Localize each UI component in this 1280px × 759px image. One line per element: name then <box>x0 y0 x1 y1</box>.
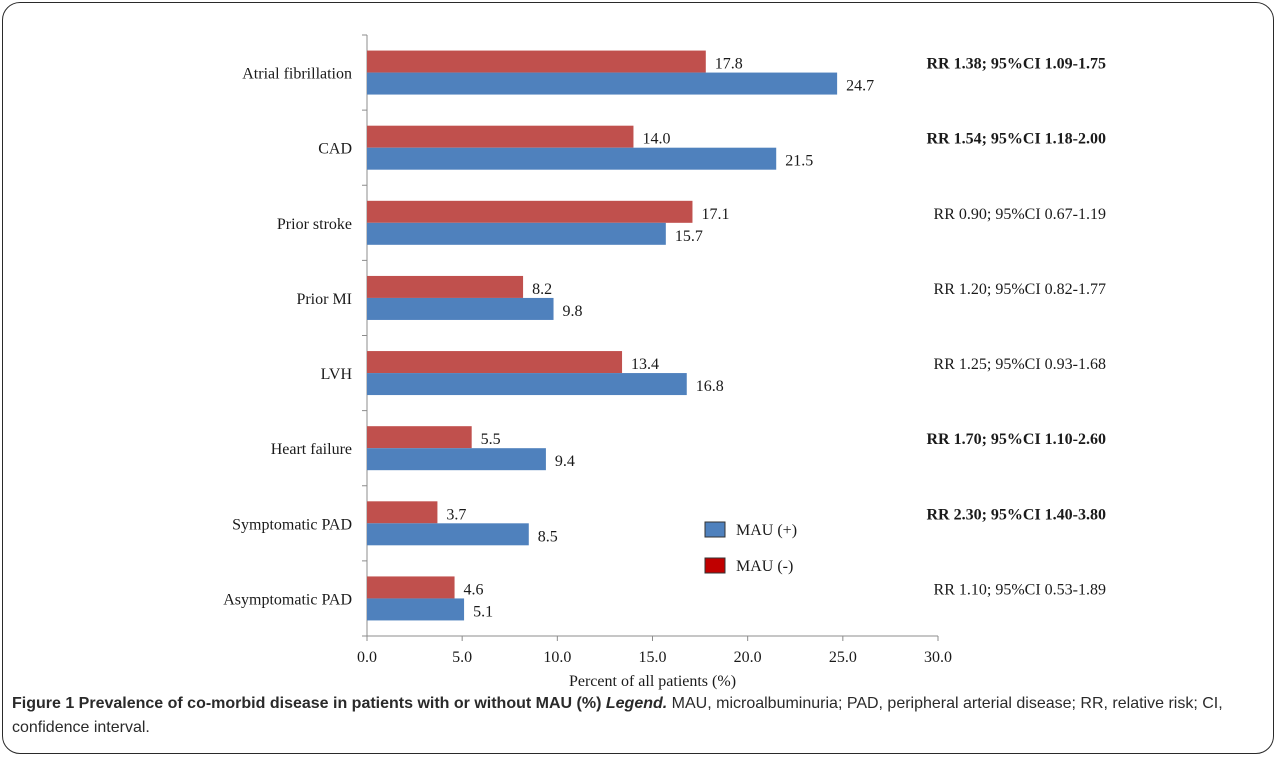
value-label-mau-negative: 13.4 <box>631 356 659 373</box>
x-tick-label: 25.0 <box>829 649 857 666</box>
bar-mau-positive <box>367 222 666 245</box>
bar-mau-positive <box>367 297 554 320</box>
value-label-mau-negative: 5.5 <box>481 431 501 448</box>
value-label-mau-negative: 8.2 <box>532 281 552 298</box>
category-label: Prior stroke <box>277 216 352 233</box>
chart-labels: Atrial fibrillation 17.8 24.7 RR 1.38; 95%C… <box>223 56 1106 621</box>
x-tick-label: 5.0 <box>452 649 472 666</box>
rr-annotation: RR 2.30; 95%CI 1.40-3.80 <box>926 506 1106 523</box>
value-label-mau-positive: 9.4 <box>555 453 575 470</box>
rr-annotation: RR 1.38; 95%CI 1.09-1.75 <box>926 56 1106 73</box>
value-label-mau-positive: 16.8 <box>696 378 724 395</box>
legend-label: MAU (+) <box>736 522 797 539</box>
caption-title: Figure 1 Prevalence of co-morbid disease… <box>12 695 602 712</box>
legend-swatch <box>704 557 726 574</box>
value-label-mau-negative: 17.1 <box>701 206 729 223</box>
x-tick-label: 15.0 <box>639 649 667 666</box>
bar-mau-positive <box>367 448 546 471</box>
bar-mau-positive <box>367 598 465 621</box>
bar-mau-positive <box>367 373 687 396</box>
category-label: Prior MI <box>296 291 352 308</box>
rr-annotation: RR 1.54; 95%CI 1.18-2.00 <box>926 131 1106 148</box>
value-label-mau-positive: 8.5 <box>538 528 558 545</box>
bar-mau-negative <box>367 576 455 599</box>
value-label-mau-positive: 9.8 <box>563 303 583 320</box>
value-label-mau-positive: 21.5 <box>785 153 813 170</box>
rr-annotation: RR 1.10; 95%CI 0.53-1.89 <box>934 581 1106 598</box>
bar-mau-positive <box>367 523 529 546</box>
legend-swatch <box>704 521 726 538</box>
category-label: Heart failure <box>271 441 352 458</box>
x-tick-label: 20.0 <box>734 649 762 666</box>
x-tick-label: 30.0 <box>924 649 952 666</box>
bar-mau-negative <box>367 275 524 298</box>
rr-annotation: RR 1.20; 95%CI 0.82-1.77 <box>934 281 1106 298</box>
category-label: Asymptomatic PAD <box>223 591 352 608</box>
bar-mau-negative <box>367 351 623 374</box>
bar-mau-negative <box>367 426 472 449</box>
bar-mau-negative <box>367 200 693 223</box>
x-tick-label: 0.0 <box>357 649 377 666</box>
bar-chart: 0.0 5.0 10.0 15.0 20.0 25.0 30.0 Percent of all… <box>223 34 1106 690</box>
bar-mau-positive <box>367 147 777 170</box>
value-label-mau-positive: 24.7 <box>846 78 874 95</box>
value-label-mau-positive: 5.1 <box>473 603 493 620</box>
legend-label: MAU (-) <box>736 558 793 575</box>
chart-legend: MAU (+) MAU (-) <box>704 521 797 575</box>
category-label: CAD <box>318 141 352 158</box>
rr-annotation: RR 0.90; 95%CI 0.67-1.19 <box>934 206 1106 223</box>
x-tick-label: 10.0 <box>543 649 571 666</box>
caption-legend-word: Legend. <box>605 695 668 712</box>
value-label-mau-negative: 3.7 <box>446 506 466 523</box>
value-label-mau-negative: 4.6 <box>464 581 484 598</box>
value-label-mau-negative: 17.8 <box>715 56 743 73</box>
value-label-mau-negative: 14.0 <box>642 131 670 148</box>
category-label: Atrial fibrillation <box>242 66 352 83</box>
rr-annotation: RR 1.25; 95%CI 0.93-1.68 <box>934 356 1106 373</box>
value-label-mau-positive: 15.7 <box>675 228 703 245</box>
figure-caption: Figure 1 Prevalence of co-morbid disease… <box>12 692 1262 740</box>
category-label: Symptomatic PAD <box>232 516 352 533</box>
x-axis-title: Percent of all patients (%) <box>569 673 736 690</box>
bar-mau-negative <box>367 50 706 73</box>
caption-text: MAU, microalbuminuria; PAD, peripheral a… <box>12 695 1223 736</box>
bar-mau-positive <box>367 72 838 95</box>
category-label: LVH <box>321 366 353 383</box>
chart-bars <box>367 50 838 621</box>
bar-mau-negative <box>367 125 634 148</box>
rr-annotation: RR 1.70; 95%CI 1.10-2.60 <box>926 431 1106 448</box>
bar-mau-negative <box>367 501 438 524</box>
